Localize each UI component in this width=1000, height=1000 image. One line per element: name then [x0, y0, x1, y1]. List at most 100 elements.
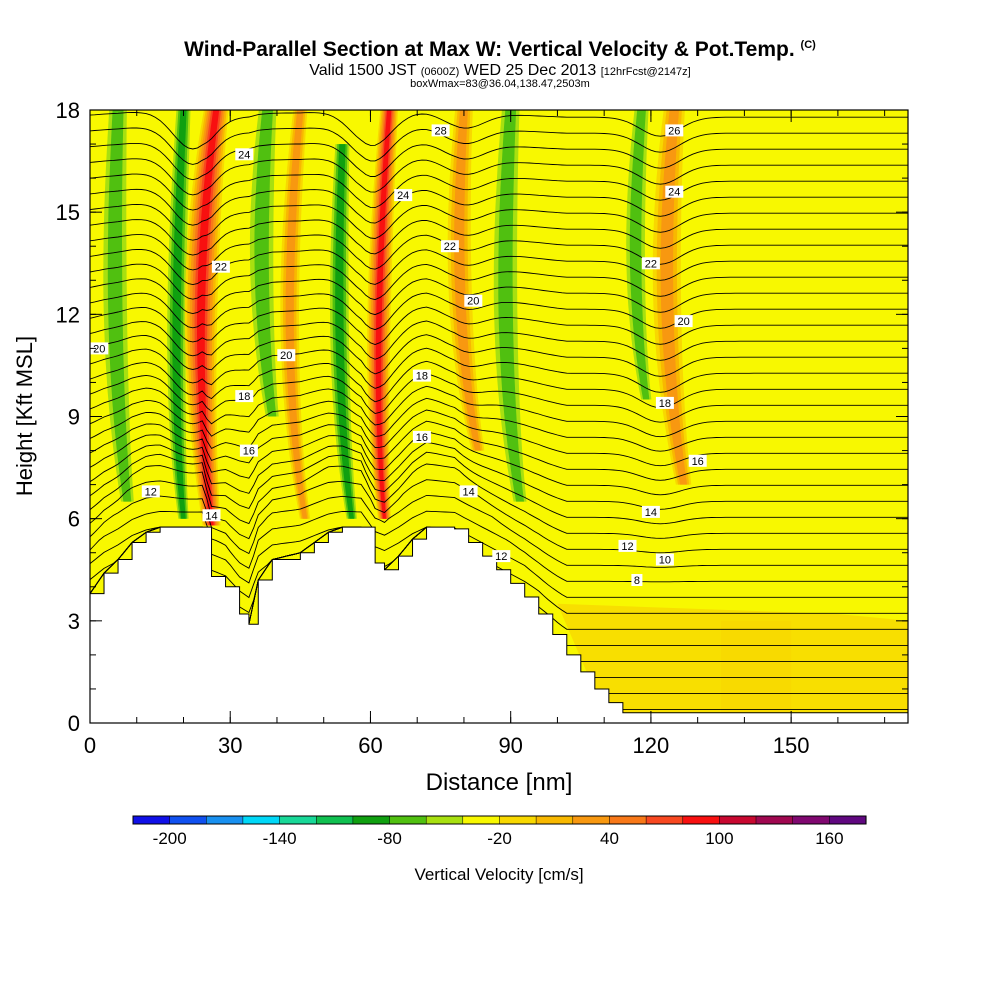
isentrope-line: [90, 479, 908, 554]
isentrope-label-bg: [202, 509, 221, 522]
isentrope-label-bg: [641, 505, 660, 518]
isentrope-line: [90, 463, 908, 539]
isentrope-line: [90, 494, 908, 568]
x-tick-label: 0: [84, 733, 96, 758]
colorbar-swatch: [499, 815, 537, 825]
subtitle-utc: (0600Z): [420, 66, 460, 78]
isentrope-label: 24: [668, 187, 680, 199]
isentrope-label-bg: [394, 189, 413, 202]
colorbar-tick-label: -200: [153, 829, 187, 848]
isentrope-line: [90, 111, 908, 150]
velocity-shading: [103, 110, 908, 713]
isentrope-label: 14: [205, 510, 217, 522]
isentrope-line: [90, 451, 908, 525]
updraft-band: [375, 110, 392, 519]
isentrope-label: 8: [634, 575, 640, 587]
isentrope-label: 16: [416, 432, 428, 444]
colorbar-swatch: [755, 815, 794, 825]
subtitle-date: WED 25 Dec 2013: [463, 62, 597, 79]
colorbar-swatch: [132, 815, 171, 825]
isentrope-label-bg: [141, 485, 160, 498]
isentrope-line: [90, 397, 908, 452]
isentrope-line: [90, 263, 908, 301]
colorbar-tick-label: -140: [263, 829, 297, 848]
isentrope-label-bg: [464, 294, 483, 307]
colorbar-tick-label: 160: [815, 829, 843, 848]
title-text: Wind-Parallel Section at Max W: Vertical…: [184, 38, 795, 61]
y-axis-label: Height [Kft MSL]: [12, 336, 37, 496]
isentrope-label-bg: [688, 454, 707, 467]
isentrope-label: 14: [462, 486, 474, 498]
isentrope-line: [90, 510, 908, 583]
isentrope-label: 20: [467, 296, 479, 308]
isentrope-label: 24: [397, 190, 409, 202]
isentrope-label: 22: [645, 258, 657, 270]
isentrope-label-bg: [665, 124, 684, 137]
isentrope-label: 20: [677, 316, 689, 328]
colorbar-swatch: [316, 815, 354, 825]
isentrope-label-bg: [674, 315, 693, 328]
x-tick-label: 30: [218, 733, 242, 758]
colorbar-label: Vertical Velocity [cm/s]: [414, 865, 583, 884]
isentrope-line: [90, 431, 908, 496]
isentrope-label: 28: [434, 125, 446, 137]
isentrope-line: [90, 188, 908, 226]
isentrope-line: [90, 526, 908, 614]
isentrope-line: [90, 360, 908, 409]
isentrope-line: [90, 385, 908, 438]
y-tick-label: 3: [68, 609, 80, 634]
isentrope-line: [90, 234, 908, 271]
isentrope-label-bg: [90, 342, 109, 355]
x-tick-label: 150: [773, 733, 810, 758]
x-tick-label: 90: [498, 733, 522, 758]
x-axis-label: Distance [nm]: [426, 769, 573, 796]
isentrope-line: [90, 409, 908, 467]
colorbar-tick-label: 40: [600, 829, 619, 848]
colorbar-tick-label: 100: [705, 829, 733, 848]
isentrope-line: [90, 441, 908, 510]
colorbar-frame: [132, 815, 867, 825]
isentrope-label-bg: [665, 185, 684, 198]
subtitle-valid: Valid 1500 JST: [309, 62, 417, 79]
colorbar-swatch: [609, 815, 647, 825]
downdraft-band: [498, 110, 524, 502]
isentrope-label: 20: [280, 350, 292, 362]
isentrope-label-bg: [412, 430, 431, 443]
isentrope-line: [90, 347, 908, 393]
colorbar-swatch: [462, 815, 500, 825]
isentrope-line: [90, 292, 908, 331]
updraft-band: [454, 110, 481, 451]
colorbar-swatch: [389, 815, 427, 825]
downdraft-band: [629, 110, 650, 400]
colorbar-swatch: [206, 815, 244, 825]
colorbar-swatch: [242, 815, 281, 825]
isentrope-line: [90, 204, 908, 241]
isentrope-label: 18: [416, 371, 428, 383]
isentrope-label: 22: [215, 262, 227, 274]
isentrope-line: [90, 173, 908, 211]
isentrope-label: 12: [495, 551, 507, 563]
isentrope-label: 14: [645, 507, 657, 519]
x-tick-label: 60: [358, 733, 382, 758]
isentrope-label-bg: [440, 240, 459, 253]
colorbar-swatch: [682, 815, 720, 825]
y-tick-label: 12: [56, 302, 80, 327]
colorbar-swatch: [352, 815, 391, 825]
isentrope-line: [90, 334, 908, 377]
colorbar-swatch: [645, 815, 684, 825]
updraft-band: [285, 110, 308, 519]
isentrope-label: 12: [145, 486, 157, 498]
colorbar-tick-label: -20: [487, 829, 512, 848]
axis-ticks: 0 30 60 90 120 150 0 3 6 9 12 15 18: [56, 98, 908, 758]
isentrope-label-bg: [211, 260, 230, 273]
colorbar-swatch: [279, 815, 317, 825]
isentrope-line: [90, 127, 908, 165]
lowlevel-patch: [721, 620, 792, 713]
plot-area: 28 26 24 24 24 22 22 22 20 20 20 20 18 18 18 16 16 16 14 14…: [90, 110, 908, 723]
y-tick-label: 6: [68, 507, 80, 532]
isentrope-label-bg: [655, 396, 674, 409]
isentrope-label-bg: [618, 539, 637, 552]
colorbar-swatch: [792, 815, 830, 825]
isentrope-label-bg: [277, 349, 296, 362]
colorbar-swatch: [535, 815, 574, 825]
